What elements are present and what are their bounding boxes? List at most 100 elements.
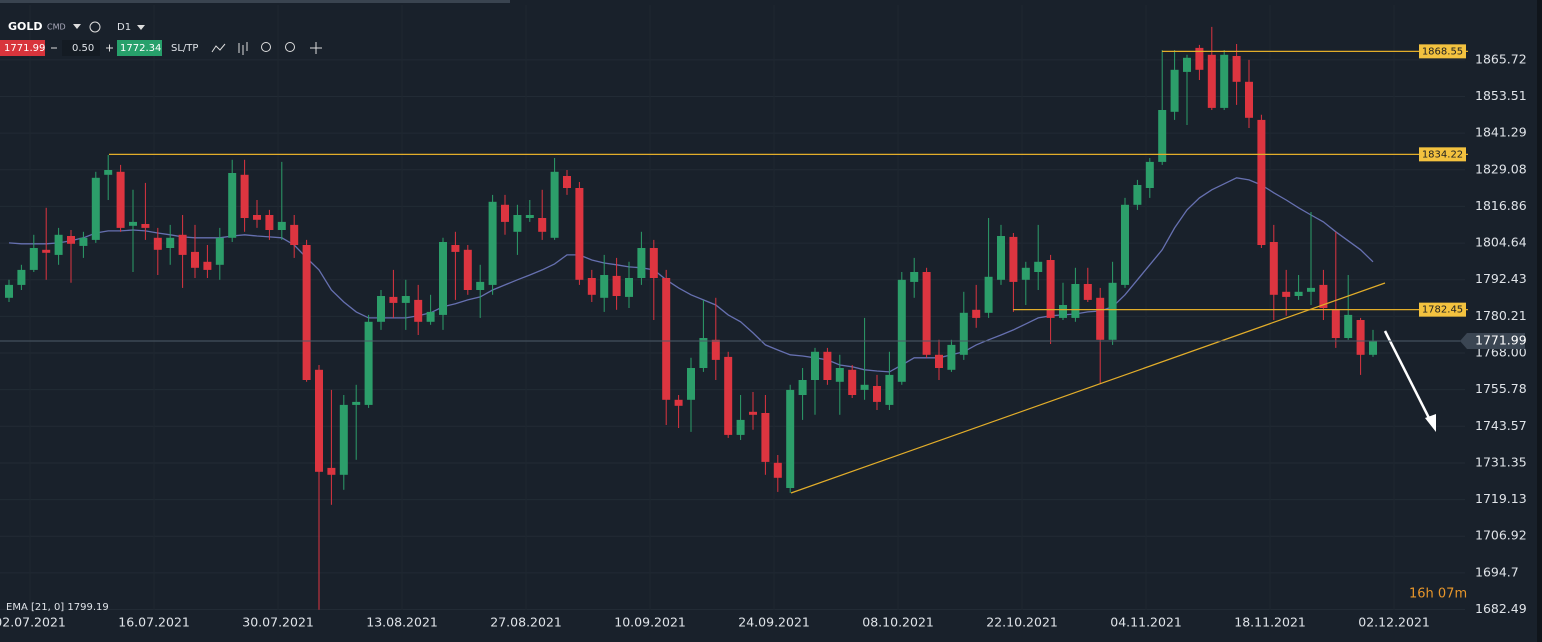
volume-box[interactable] [62,40,100,56]
candle-body [339,404,348,475]
candle-body [215,237,224,265]
candle-body [5,284,13,298]
x-tick-label: 13.08.2021 [366,615,438,630]
symbol[interactable]: GOLD [8,20,43,33]
candle-body [773,462,782,478]
y-tick-label: 1841.29 [1475,125,1527,140]
candle-body [253,215,261,220]
sell-price[interactable]: 1771.99 [4,43,45,54]
timeframe[interactable]: D1 [117,22,131,33]
candle-body [860,384,869,390]
candle-body [29,248,38,270]
candle-body [1307,287,1315,292]
candle-body [1207,54,1216,108]
y-tick-label: 1731.35 [1475,454,1527,469]
line-chart-icon[interactable] [211,43,226,53]
move-icon[interactable] [310,42,322,54]
candle-body [1133,185,1142,205]
plus-icon[interactable] [106,44,113,52]
candle-body [240,174,249,218]
candle-body [575,188,584,280]
level-label: 1834.22 [1422,149,1463,160]
x-tick-label: 16.07.2021 [118,615,190,630]
level-label: 1868.55 [1422,46,1463,57]
zoom-out-icon[interactable] [261,42,271,52]
buy-button[interactable] [117,40,162,56]
candle-body [315,369,323,472]
candle-body [1083,284,1092,300]
candle-body [811,351,819,380]
buy-price[interactable]: 1772.34 [120,43,161,54]
zoom-in-icon[interactable] [285,42,295,52]
candle-body [897,279,906,382]
candle-body [910,272,919,282]
candle-body [1331,309,1340,338]
y-tick-label: 1816.86 [1475,198,1527,213]
candle-body [1096,297,1105,340]
dropdown-icon[interactable] [73,24,81,29]
sell-button[interactable] [0,40,45,56]
dropdown-icon[interactable] [137,25,145,30]
candle-body [1195,47,1204,70]
candle-body [1046,260,1055,318]
candle-body [1220,54,1229,108]
candle-body [922,272,931,355]
level-label-box [1419,147,1466,162]
candle-body [749,411,757,415]
candle-body [972,309,981,318]
candle-body [1245,81,1253,118]
candle-body [736,419,745,435]
candle-body [724,356,733,435]
candle-body [984,276,993,313]
candle-body [513,215,522,232]
candle-body [600,275,609,298]
candle-body [1294,291,1303,296]
candle-body [1071,284,1080,318]
top-bar [0,0,510,3]
candle-body [42,249,51,253]
countdown: 16h 07m [1409,587,1467,602]
candle-icon[interactable] [238,42,248,55]
candle-body [612,275,621,296]
candle-body [67,236,75,244]
sltp[interactable]: SL/TP [171,43,198,54]
candle-body [1034,261,1043,272]
candle-body [1282,291,1291,297]
candle-body [662,278,671,400]
candle-body [476,281,485,290]
candle-body [947,344,956,370]
level-label-box [1419,44,1466,59]
candle-body [761,413,770,462]
candle-body [873,386,881,402]
candle-body [699,338,708,368]
candle-body [153,237,162,250]
y-tick-label: 1829.08 [1475,161,1527,176]
candle-body [674,399,683,406]
candle-body [1121,204,1129,285]
candle-body [786,389,795,488]
x-tick-label: 30.07.2021 [242,615,314,630]
candle-body [265,215,274,230]
candle-body [959,312,968,355]
candle-body [166,237,175,248]
candle-body [426,311,435,322]
candle-body [823,351,832,380]
candle-body [91,177,100,240]
y-tick-label: 1865.72 [1475,51,1527,66]
candle-body [1356,320,1365,355]
x-tick-label: 10.09.2021 [614,615,686,630]
indicator-legend[interactable]: EMA [21, 0] 1799.19 [6,602,109,613]
level-label: 1782.45 [1422,305,1463,316]
x-tick-label: 04.11.2021 [1110,615,1182,630]
candle-body [364,321,373,405]
candle-body [1009,236,1018,282]
candle-body [1344,314,1353,338]
candle-body [191,251,199,268]
info-icon[interactable] [89,21,101,33]
x-tick-label: 18.11.2021 [1234,615,1306,630]
plot-area [0,5,1465,611]
y-tick-label: 1719.13 [1475,491,1527,506]
volume[interactable]: 0.50 [72,43,94,54]
